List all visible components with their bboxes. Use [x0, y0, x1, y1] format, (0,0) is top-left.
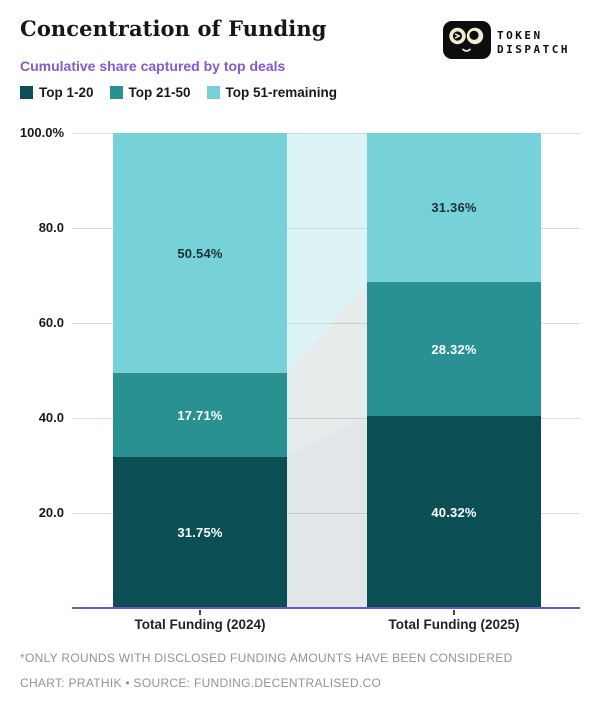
x-axis-line — [72, 607, 580, 609]
segment-top-21-50: 17.71% — [113, 373, 287, 458]
flow-ribbon — [287, 282, 367, 458]
segment-value-label: 50.54% — [177, 245, 223, 261]
x-axis-label: Total Funding (2024) — [134, 617, 266, 632]
gridline — [72, 133, 580, 134]
x-axis-label: Total Funding (2025) — [388, 617, 520, 632]
legend-label: Top 1-20 — [39, 85, 94, 100]
chart-legend: Top 1-20 Top 21-50 Top 51-remaining — [20, 85, 337, 100]
segment-top-51-remaining: 31.36% — [367, 133, 541, 282]
legend-item-top-1-20: Top 1-20 — [20, 85, 94, 100]
logo-line-2: DISPATCH — [497, 42, 570, 56]
segment-value-label: 17.71% — [177, 407, 223, 423]
gridline — [72, 513, 580, 514]
segment-value-label: 28.32% — [431, 341, 477, 357]
segment-top-1-20: 31.75% — [113, 457, 287, 608]
legend-item-top-51-remaining: Top 51-remaining — [206, 85, 338, 100]
segment-value-label: 40.32% — [431, 504, 477, 520]
x-axis-tick — [453, 610, 455, 615]
gridline — [72, 323, 580, 324]
chart-plot-area: 100.0% 80.0 60.0 40.0 20.0 31.75% 17.71% 50.54%… — [0, 108, 600, 638]
y-tick-label: 40.0 — [38, 410, 64, 425]
logo-line-1: TOKEN — [497, 28, 543, 42]
flow-ribbons — [287, 133, 367, 608]
y-tick-label: 80.0 — [38, 220, 64, 235]
footnote: *ONLY ROUNDS WITH DISCLOSED FUNDING AMOU… — [20, 651, 513, 665]
y-tick-label: 100.0% — [19, 125, 64, 140]
legend-label: Top 21-50 — [128, 85, 191, 100]
flow-ribbon — [287, 133, 367, 374]
segment-value-label: 31.36% — [431, 199, 477, 215]
x-axis-tick — [199, 610, 201, 615]
y-tick-label: 20.0 — [38, 505, 64, 520]
token-dispatch-logo: TOKEN DISPATCH — [443, 21, 570, 64]
legend-label: Top 51-remaining — [225, 85, 338, 100]
page-title: Concentration of Funding — [20, 16, 327, 41]
gridline — [72, 228, 580, 229]
legend-swatch — [206, 86, 220, 99]
segment-value-label: 31.75% — [177, 525, 223, 541]
y-tick-label: 60.0 — [38, 315, 64, 330]
legend-swatch — [109, 86, 123, 99]
segment-top-1-20: 40.32% — [367, 416, 541, 608]
source-credit: CHART: PRATHIK • SOURCE: FUNDING.DECENTR… — [20, 676, 382, 690]
goggles-face-icon — [443, 21, 491, 64]
flow-ribbon — [287, 416, 367, 608]
legend-swatch — [20, 86, 33, 99]
legend-item-top-21-50: Top 21-50 — [109, 85, 191, 100]
segment-top-51-remaining: 50.54% — [113, 133, 287, 374]
chart-subtitle: Cumulative share captured by top deals — [20, 58, 286, 74]
gridline — [72, 418, 580, 419]
segment-top-21-50: 28.32% — [367, 281, 541, 417]
logo-wordmark: TOKEN DISPATCH — [497, 29, 570, 57]
